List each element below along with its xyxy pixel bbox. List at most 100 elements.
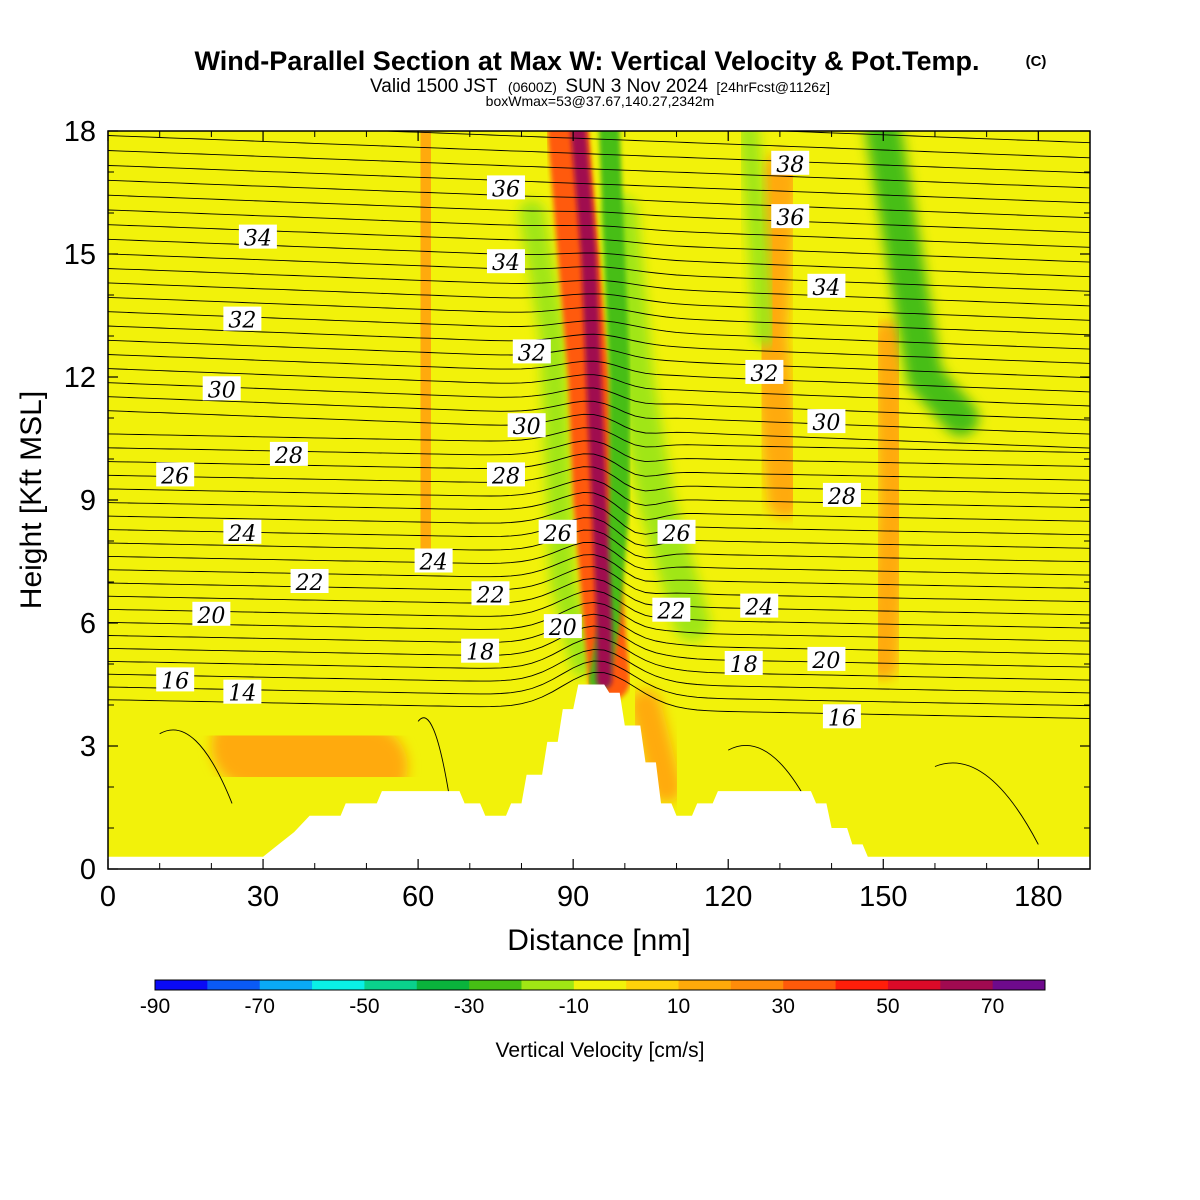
contour-label-box: [414, 548, 453, 573]
colorbar-segment: [992, 980, 1046, 990]
colorbar-segment: [730, 980, 784, 990]
valid-time-utc: (0600Z): [508, 79, 557, 95]
contour-label-text: 28: [274, 444, 303, 469]
contour-label-box: [538, 519, 577, 544]
contour-label: 28: [269, 441, 308, 469]
contour-label-box: [223, 679, 262, 704]
colorbar-segment: [521, 980, 575, 990]
theta-contour-line: [108, 165, 1090, 204]
theta-contour-line: [108, 427, 1090, 454]
contour-label-box: [724, 651, 763, 675]
contour-label-box: [269, 441, 308, 466]
y-axis-label: Height [Kft MSL]: [15, 391, 48, 609]
colorbar-segment: [835, 980, 889, 990]
contour-label: 32: [512, 339, 551, 366]
colorbar-tick-label: -10: [559, 995, 589, 1018]
contour-label: 22: [471, 581, 510, 608]
theta-contour-line: [108, 566, 1090, 603]
contour-label-text: 22: [656, 600, 685, 625]
box-wmax-info: boxWmax=53@37.67,140.27,2342m: [486, 93, 715, 109]
theta-contour-line: [108, 613, 1090, 655]
contour-label-text: 26: [543, 522, 572, 547]
contour-label-text: 36: [492, 177, 520, 202]
contour-label: 16: [822, 704, 861, 731]
contour-label-box: [745, 359, 784, 384]
x-axis-label: Distance [nm]: [507, 924, 690, 957]
theta-contour-line: [108, 194, 1090, 234]
contour-label-text: 32: [750, 362, 778, 387]
contour-label-box: [822, 704, 861, 729]
contour-label-box: [771, 150, 810, 175]
contour-label-box: [657, 519, 696, 544]
contour-label-text: 20: [548, 616, 577, 641]
contour-label-text: 16: [828, 706, 856, 731]
vertical-velocity-band-14: [570, 131, 612, 689]
contour-label: 22: [290, 569, 329, 596]
contour-label-text: 18: [466, 641, 494, 666]
x-tick-label: 90: [557, 881, 589, 913]
contour-label: 34: [807, 273, 846, 301]
plot-area: 38 36 36 34 34 34 32 32 32 30 30 30 28 28 28 26 26 26 24 24…: [108, 131, 1090, 869]
contour-label-text: 16: [161, 669, 189, 694]
theta-contour-line: [108, 660, 1090, 707]
y-tick-label: 6: [80, 608, 96, 640]
theta-contour-line: [108, 325, 1090, 364]
contour-label-box: [461, 638, 500, 663]
valid-time-prefix: Valid 1500 JST: [370, 76, 498, 97]
theta-contour-line: [108, 209, 1090, 248]
y-tick-label: 15: [64, 239, 96, 271]
colorbar-segment: [469, 980, 522, 990]
vertical-velocity-band-10: [738, 131, 775, 347]
x-tick-label: 0: [100, 881, 116, 913]
colorbar-segment: [207, 980, 261, 990]
contour-label-box: [807, 646, 846, 671]
contour-label: 26: [657, 519, 696, 547]
contour-label-box: [486, 175, 525, 200]
theta-contour-line: [108, 466, 1090, 495]
contour-label-text: 34: [812, 276, 840, 301]
forecast-info: [24hrFcst@1126z]: [716, 79, 830, 95]
theta-contour-line: [108, 625, 1090, 668]
y-tick-label: 3: [80, 731, 96, 763]
colorbar: [154, 979, 1046, 991]
theta-contour-line: [934, 762, 1039, 845]
contour-label: 20: [192, 601, 231, 629]
theta-contour-line: [108, 253, 1090, 292]
theta-contour-line: [372, 131, 1090, 159]
contour-label-box: [822, 482, 861, 507]
contour-label-box: [223, 519, 262, 544]
colorbar-tick-labels: -90 -70 -50 -30 -10 10 30 50 70: [140, 995, 1004, 1018]
contour-label: 32: [745, 359, 784, 387]
theta-contour-line: [108, 135, 1090, 174]
x-tick-label: 180: [1014, 881, 1062, 913]
contour-label-text: 36: [776, 206, 804, 231]
theta-contour-line: [108, 578, 1090, 616]
theta-contour-line: [108, 282, 1090, 321]
contour-label: 22: [652, 597, 691, 625]
contour-label-box: [740, 593, 779, 618]
contour-label-box: [543, 614, 582, 639]
contour-label-box: [652, 597, 691, 622]
contour-label-text: 26: [160, 464, 189, 489]
contour-label-box: [192, 601, 231, 626]
contour-label: 20: [807, 646, 846, 674]
contour-label: 34: [238, 224, 277, 252]
contour-label-box: [486, 249, 525, 274]
theta-contour-line: [108, 150, 1090, 189]
theta-contour-line: [108, 268, 1090, 307]
theta-contour-line: [108, 554, 1090, 589]
theta-contour-line: [108, 541, 1090, 576]
vertical-velocity-band-1: [211, 704, 408, 808]
contour-label-box: [156, 462, 195, 487]
contour-label-text: 32: [228, 309, 256, 334]
contour-labels: 38 36 36 34 34 34 32 32 32 30 30 30 28 28 28 26 26 26 24 24…: [156, 150, 861, 731]
theta-contour-line: [108, 672, 1090, 719]
colorbar-segment: [678, 980, 732, 990]
copyright-tag: (C): [1026, 53, 1047, 70]
theta-contour-line: [108, 339, 1090, 379]
contour-label: 30: [202, 376, 241, 403]
contour-label: 14: [223, 679, 262, 707]
theta-contour-line: [108, 648, 1090, 694]
theta-contour-line: [108, 396, 1090, 435]
